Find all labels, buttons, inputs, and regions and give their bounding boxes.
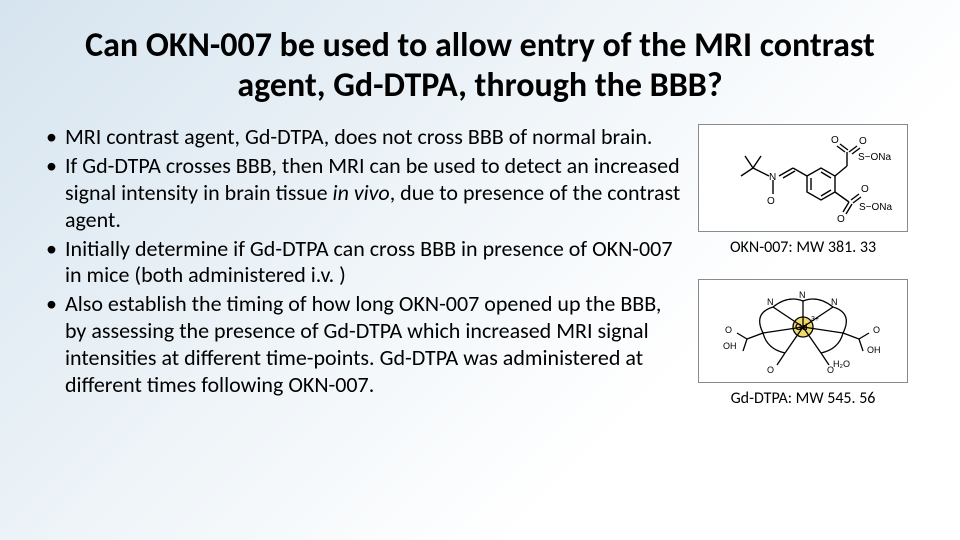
slide: Can OKN-007 be used to allow entry of th… — [0, 0, 960, 540]
bullet-marker: • — [46, 124, 65, 151]
gddtpa-structure-svg: Gd 3+ N N N O O OH OH O O H₂O — [703, 283, 903, 379]
label-h2o: H₂O — [833, 359, 850, 369]
bullet-text: If Gd-DTPA crosses BBB, then MRI can be … — [65, 153, 684, 233]
bullet-marker: • — [46, 153, 65, 233]
label-n: N — [831, 297, 838, 307]
label-oh: OH — [723, 341, 737, 351]
label-charge: 3+ — [811, 316, 819, 323]
bullet-list: • MRI contrast agent, Gd-DTPA, does not … — [46, 124, 692, 400]
label-o: O — [725, 325, 732, 335]
bullet-marker: • — [46, 291, 65, 398]
label-o: O — [767, 196, 775, 207]
slide-title: Can OKN-007 be used to allow entry of th… — [46, 26, 914, 106]
bullet-text: MRI contrast agent, Gd-DTPA, does not cr… — [65, 124, 684, 151]
label-o: O — [859, 136, 867, 147]
gddtpa-structure: Gd 3+ N N N O O OH OH O O H₂O — [698, 279, 908, 383]
figures-column: O O S−ONa O O S−ONa N O OKN-007: MW 381.… — [692, 124, 914, 408]
label-o: O — [831, 135, 839, 146]
label-o: O — [837, 214, 845, 225]
okn007-structure: O O S−ONa O O S−ONa N O — [698, 124, 908, 232]
label-o: O — [873, 325, 880, 335]
okn007-structure-svg: O O S−ONa O O S−ONa N O — [703, 128, 903, 228]
okn007-caption: OKN-007: MW 381. 33 — [730, 238, 876, 257]
label-o: O — [767, 365, 774, 375]
label-o: O — [861, 184, 869, 195]
bullet-item: • If Gd-DTPA crosses BBB, then MRI can b… — [46, 153, 684, 233]
label-oh: OH — [867, 345, 881, 355]
label-so3na: S−ONa — [858, 152, 892, 163]
bullet-item: • Also establish the timing of how long … — [46, 291, 684, 398]
bullet-text: Also establish the timing of how long OK… — [65, 291, 684, 398]
label-gd: Gd — [795, 322, 808, 332]
content-row: • MRI contrast agent, Gd-DTPA, does not … — [46, 124, 914, 408]
bullet-item: • Initially determine if Gd-DTPA can cro… — [46, 236, 684, 290]
label-so3na: S−ONa — [859, 202, 893, 213]
bullet-item: • MRI contrast agent, Gd-DTPA, does not … — [46, 124, 684, 151]
label-n: N — [769, 172, 776, 183]
bullet-marker: • — [46, 236, 65, 290]
label-n: N — [767, 297, 774, 307]
gddtpa-caption: Gd-DTPA: MW 545. 56 — [731, 389, 876, 408]
bullet-text: Initially determine if Gd-DTPA can cross… — [65, 236, 684, 290]
label-n: N — [799, 290, 806, 300]
